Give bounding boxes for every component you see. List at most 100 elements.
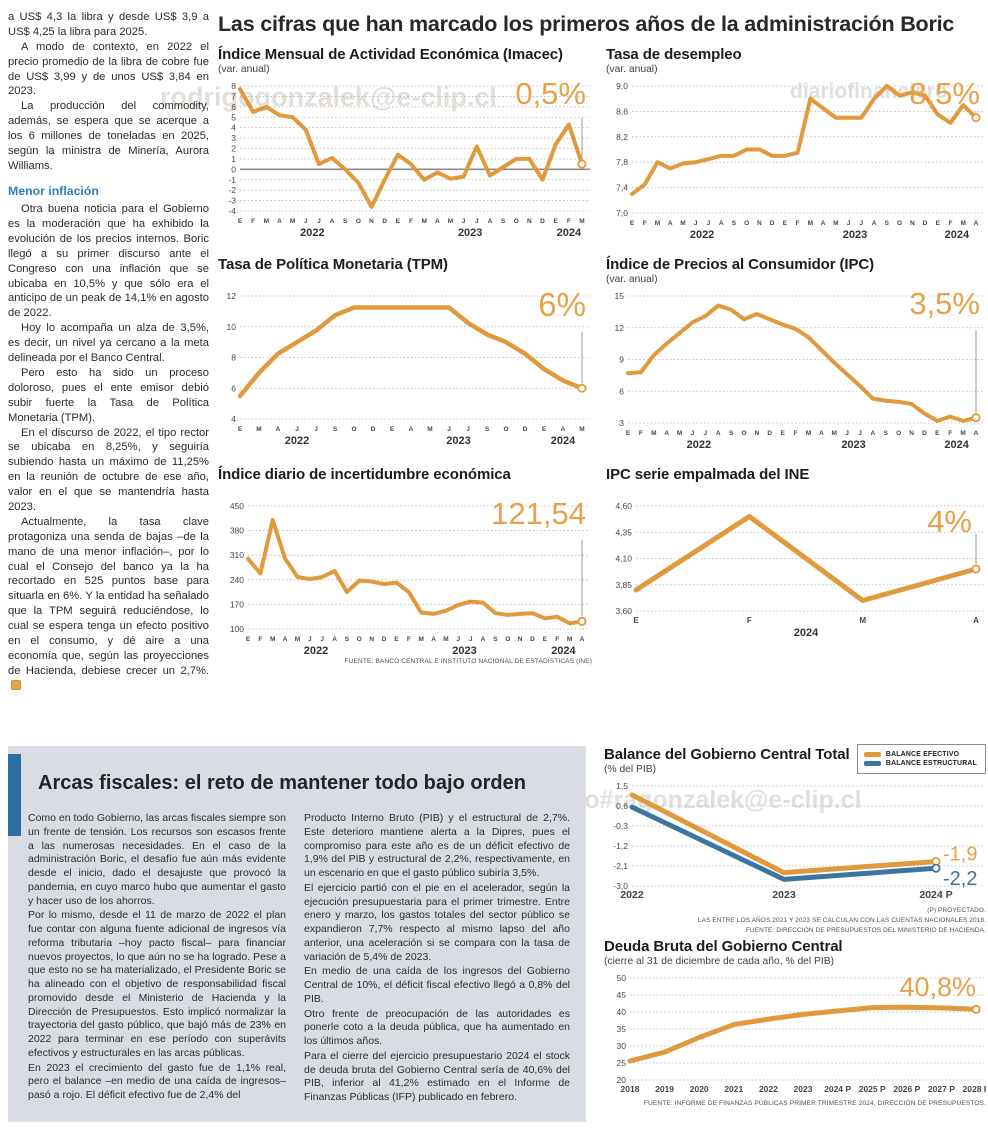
svg-text:-3: -3 xyxy=(228,196,236,206)
svg-text:S: S xyxy=(884,430,889,437)
svg-text:-1,2: -1,2 xyxy=(613,841,628,851)
svg-text:A: A xyxy=(409,426,414,433)
svg-text:A: A xyxy=(719,220,724,227)
svg-text:-0,3: -0,3 xyxy=(613,821,628,831)
page-title: Las cifras que han marcado los primeros … xyxy=(218,12,955,36)
svg-text:1,5: 1,5 xyxy=(616,781,628,791)
svg-text:D: D xyxy=(923,220,928,227)
copper-article-column: a US$ 4,3 la libra y desde US$ 3,9 a US$… xyxy=(8,10,209,694)
svg-text:-2,1: -2,1 xyxy=(613,861,628,871)
svg-text:A: A xyxy=(974,220,979,227)
chart-title: Tasa de desempleo xyxy=(606,46,742,63)
svg-text:4: 4 xyxy=(231,414,236,424)
chart-legend: BALANCE EFECTIVO BALANCE ESTRUCTURAL xyxy=(856,744,986,774)
headline-accent-bar xyxy=(8,754,21,836)
article-paragraph: A modo de contexto, en 2022 el precio pr… xyxy=(8,40,209,98)
svg-text:A: A xyxy=(872,220,877,227)
chart-title: Balance del Gobierno Central Total xyxy=(604,746,850,763)
svg-text:0,6: 0,6 xyxy=(616,801,628,811)
svg-text:9: 9 xyxy=(619,355,624,365)
svg-text:J: J xyxy=(456,636,460,643)
svg-text:O: O xyxy=(896,430,901,437)
latest-value-label: 40,8% xyxy=(899,972,976,1002)
svg-text:3: 3 xyxy=(231,133,236,143)
svg-text:100: 100 xyxy=(230,624,244,634)
svg-text:-1,9: -1,9 xyxy=(943,844,977,866)
svg-text:J: J xyxy=(694,220,698,227)
svg-text:A: A xyxy=(821,220,826,227)
svg-text:6: 6 xyxy=(619,386,624,396)
svg-text:3,60: 3,60 xyxy=(615,606,632,616)
latest-value-label: 4% xyxy=(927,504,972,539)
svg-text:F: F xyxy=(796,220,800,227)
chart-title: Índice diario de incertidumbre económica xyxy=(218,466,511,483)
svg-text:M: M xyxy=(579,426,584,433)
svg-text:M: M xyxy=(567,636,572,643)
svg-text:M: M xyxy=(655,220,660,227)
svg-text:3,85: 3,85 xyxy=(615,580,632,590)
chart-subtitle: (cierre al 31 de diciembre de cada año, … xyxy=(604,956,835,967)
svg-text:8,2: 8,2 xyxy=(616,132,628,142)
svg-text:J: J xyxy=(314,426,318,433)
article-paragraph: Actualmente, la tasa clave protagoniza u… xyxy=(8,515,209,694)
svg-text:3: 3 xyxy=(619,418,624,428)
svg-text:M: M xyxy=(960,430,965,437)
latest-value-label: 8,5% xyxy=(909,76,980,111)
fiscal-paragraph: Como en todo Gobierno, las arcas fiscale… xyxy=(28,812,286,907)
svg-text:N: N xyxy=(757,220,762,227)
svg-text:F: F xyxy=(407,636,411,643)
chart-imacec: Índice Mensual de Actividad Económica (I… xyxy=(218,46,592,238)
svg-text:35: 35 xyxy=(617,1024,627,1034)
svg-text:4,60: 4,60 xyxy=(615,501,632,511)
svg-text:N: N xyxy=(910,220,915,227)
svg-text:2019: 2019 xyxy=(655,1084,674,1094)
svg-text:M: M xyxy=(832,430,837,437)
svg-text:F: F xyxy=(567,218,571,225)
svg-text:M: M xyxy=(579,218,584,225)
svg-text:J: J xyxy=(860,220,864,227)
chart-subtitle: (var. anual) xyxy=(606,274,658,285)
fiscal-column-1: Como en todo Gobierno, las arcas fiscale… xyxy=(28,812,286,1104)
svg-text:40: 40 xyxy=(617,1007,627,1017)
chart-subtitle: (var. anual) xyxy=(218,64,270,75)
svg-text:S: S xyxy=(501,218,506,225)
svg-text:D: D xyxy=(382,218,387,225)
svg-text:S: S xyxy=(345,636,350,643)
svg-text:F: F xyxy=(747,616,752,625)
svg-text:15: 15 xyxy=(615,291,625,301)
svg-text:E: E xyxy=(554,218,559,225)
svg-text:F: F xyxy=(643,220,647,227)
svg-text:8: 8 xyxy=(231,81,236,91)
fiscal-column-2: Producto Interno Bruto (PIB) y el estruc… xyxy=(304,812,570,1106)
svg-text:M: M xyxy=(680,220,685,227)
svg-text:2018: 2018 xyxy=(621,1084,640,1094)
svg-text:E: E xyxy=(246,636,251,643)
svg-text:E: E xyxy=(238,218,243,225)
svg-text:2022: 2022 xyxy=(687,439,711,450)
svg-text:J: J xyxy=(469,636,473,643)
svg-text:A: A xyxy=(332,636,337,643)
desempleo-line-chart: 9,08,68,27,87,47,0E F M A M J J A S O N D E F M A M J J A S O… xyxy=(616,81,984,240)
svg-text:6: 6 xyxy=(231,102,236,112)
svg-text:2025 P: 2025 P xyxy=(859,1084,886,1094)
svg-text:E: E xyxy=(626,430,631,437)
chart-tpm: Tasa de Política Monetaria (TPM) 12 10 8 6 4… xyxy=(218,256,592,446)
svg-text:J: J xyxy=(475,218,479,225)
footnote: LAS ENTRE LOS AÑOS 2021 Y 2023 SE CALCUL… xyxy=(697,916,986,924)
svg-text:2027 P: 2027 P xyxy=(928,1084,955,1094)
svg-text:7,0: 7,0 xyxy=(616,208,628,218)
svg-text:2022: 2022 xyxy=(620,889,644,901)
svg-text:S: S xyxy=(732,220,737,227)
svg-text:O: O xyxy=(741,430,746,437)
svg-text:M: M xyxy=(833,220,838,227)
svg-text:O: O xyxy=(351,426,356,433)
svg-text:M: M xyxy=(290,218,295,225)
svg-text:2022: 2022 xyxy=(690,229,714,240)
svg-text:J: J xyxy=(317,218,321,225)
svg-text:2023: 2023 xyxy=(841,439,865,450)
svg-text:2024: 2024 xyxy=(551,435,576,446)
svg-text:A: A xyxy=(481,636,486,643)
svg-text:2023: 2023 xyxy=(458,227,482,238)
